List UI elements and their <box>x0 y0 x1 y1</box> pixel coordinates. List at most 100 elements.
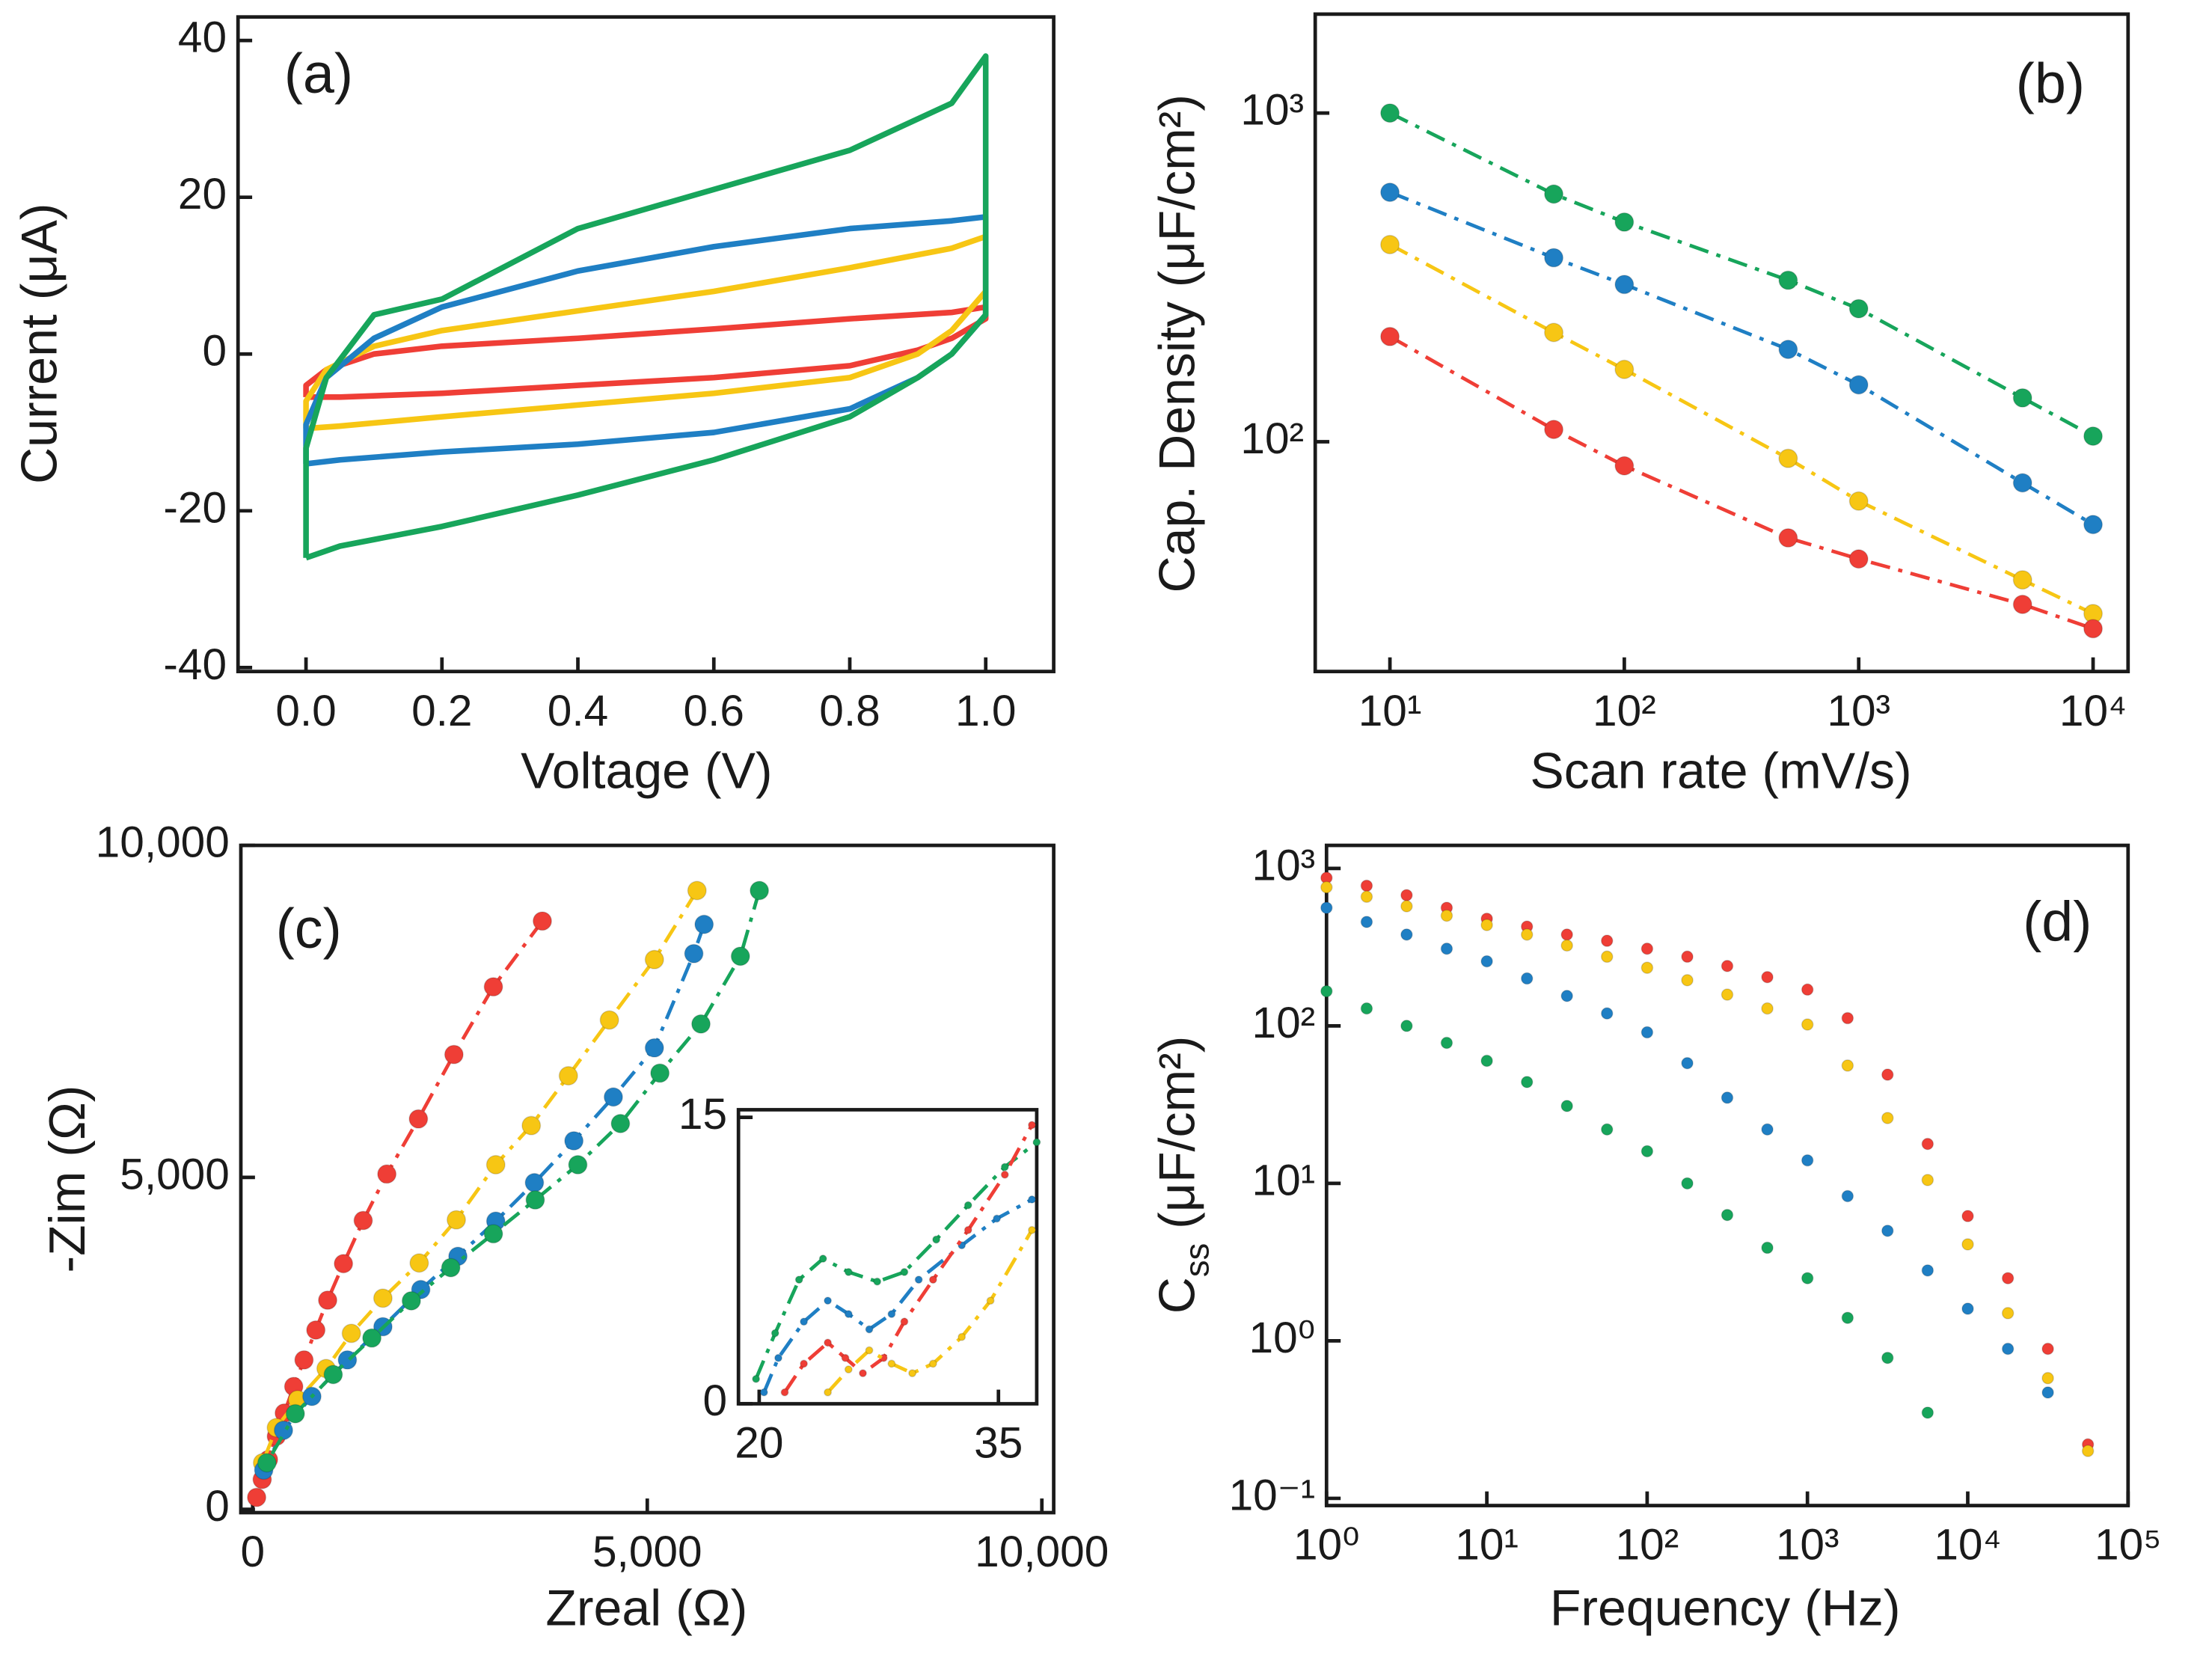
data-point <box>887 1310 896 1319</box>
data-point <box>1921 1137 1934 1151</box>
y-tick-label: 10⁰ <box>1249 1314 1316 1362</box>
y-tick-label: 10¹ <box>1252 1156 1316 1204</box>
data-point <box>353 1210 373 1231</box>
data-point <box>323 1364 343 1385</box>
series-line <box>1389 111 2095 438</box>
series-line <box>762 1198 1033 1394</box>
data-point <box>928 1275 937 1284</box>
data-point <box>2001 1307 2015 1320</box>
data-point <box>1360 1002 1373 1015</box>
data-point <box>824 1296 833 1305</box>
data-point <box>1544 248 1564 268</box>
data-point <box>1921 1406 1934 1419</box>
data-point <box>1440 1036 1453 1050</box>
series-line <box>754 1141 1038 1380</box>
data-point <box>1440 909 1453 922</box>
series-line <box>262 923 706 1471</box>
data-point <box>610 1113 631 1133</box>
data-point <box>1520 972 1534 985</box>
x-tick-label: 1.0 <box>955 687 1016 735</box>
series-line <box>303 53 989 561</box>
plot-frame <box>1324 843 2130 1507</box>
data-point <box>317 1290 338 1311</box>
data-point <box>2083 426 2104 447</box>
y-tick-label: 10² <box>1240 414 1304 463</box>
data-point <box>1614 212 1635 232</box>
data-point <box>1000 1170 1009 1179</box>
data-point <box>844 1310 853 1319</box>
y-tick-label: 40 <box>178 13 227 62</box>
data-point <box>1848 375 1869 395</box>
x-tick-label: 10¹ <box>1358 687 1422 735</box>
data-point <box>1380 183 1400 203</box>
data-point <box>1440 942 1453 955</box>
plot-frame <box>1313 12 2130 673</box>
data-point <box>1848 298 1869 319</box>
data-point <box>1400 1020 1413 1032</box>
data-point <box>485 1154 506 1175</box>
data-point <box>1480 919 1493 931</box>
data-point <box>730 946 750 967</box>
data-point <box>2012 570 2032 590</box>
data-point <box>865 1346 874 1355</box>
data-point <box>687 880 707 901</box>
data-point <box>1778 340 1798 360</box>
data-point <box>986 1296 995 1305</box>
x-tick-label: 10⁴ <box>2059 687 2127 735</box>
panel-label: (c) <box>276 898 342 961</box>
data-point <box>306 1320 326 1340</box>
series-line <box>254 919 544 1498</box>
data-point <box>1380 326 1400 346</box>
y-tick-label: 10,000 <box>96 818 230 867</box>
data-point <box>1480 1054 1493 1068</box>
data-point <box>770 1329 779 1338</box>
data-point <box>373 1288 393 1308</box>
series-line <box>1389 190 2095 527</box>
data-point <box>1881 1068 1894 1081</box>
y-tick-label: -20 <box>163 483 227 532</box>
data-point <box>865 1325 874 1334</box>
y-axis-label: Css (μF/cm²) <box>1149 1036 1217 1314</box>
data-point <box>1520 928 1534 941</box>
data-point <box>1560 989 1573 1002</box>
data-point <box>2041 1371 2054 1385</box>
data-point <box>2012 594 2032 614</box>
plot-frame <box>236 15 1056 673</box>
data-point <box>1640 1145 1654 1158</box>
data-point <box>1848 491 1869 511</box>
data-point <box>1614 275 1635 295</box>
data-point <box>844 1365 853 1374</box>
data-point <box>1600 1123 1614 1136</box>
data-point <box>873 1277 882 1286</box>
data-point <box>1921 1174 1934 1186</box>
data-point <box>2041 1386 2054 1399</box>
data-point <box>285 1403 305 1424</box>
data-point <box>1400 900 1413 913</box>
data-point <box>558 1065 578 1086</box>
data-point <box>900 1267 909 1276</box>
data-point <box>1778 270 1798 290</box>
data-point <box>483 1224 503 1244</box>
x-tick-label: 0.2 <box>411 687 472 735</box>
series-line <box>260 889 699 1464</box>
data-point <box>1681 1056 1694 1070</box>
x-tick-label: 0.4 <box>548 687 608 735</box>
y-axis-label-part: ss <box>1178 1243 1216 1277</box>
data-point <box>1560 1100 1573 1112</box>
data-point <box>1961 1210 1974 1222</box>
data-point <box>568 1154 588 1175</box>
data-point <box>483 977 503 997</box>
y-tick-label: -40 <box>163 640 227 689</box>
data-point <box>1921 1264 1934 1277</box>
data-point <box>1841 1011 1854 1025</box>
data-point <box>1560 939 1573 952</box>
data-point <box>750 880 770 901</box>
data-point <box>2001 1342 2015 1356</box>
y-axis-label: Cap. Density (μF/cm²) <box>1149 94 1206 593</box>
data-point <box>841 1353 850 1362</box>
data-point <box>794 1275 803 1284</box>
series-line <box>826 1229 1034 1394</box>
y-tick-label: 5,000 <box>120 1150 230 1198</box>
data-point <box>1360 879 1373 892</box>
